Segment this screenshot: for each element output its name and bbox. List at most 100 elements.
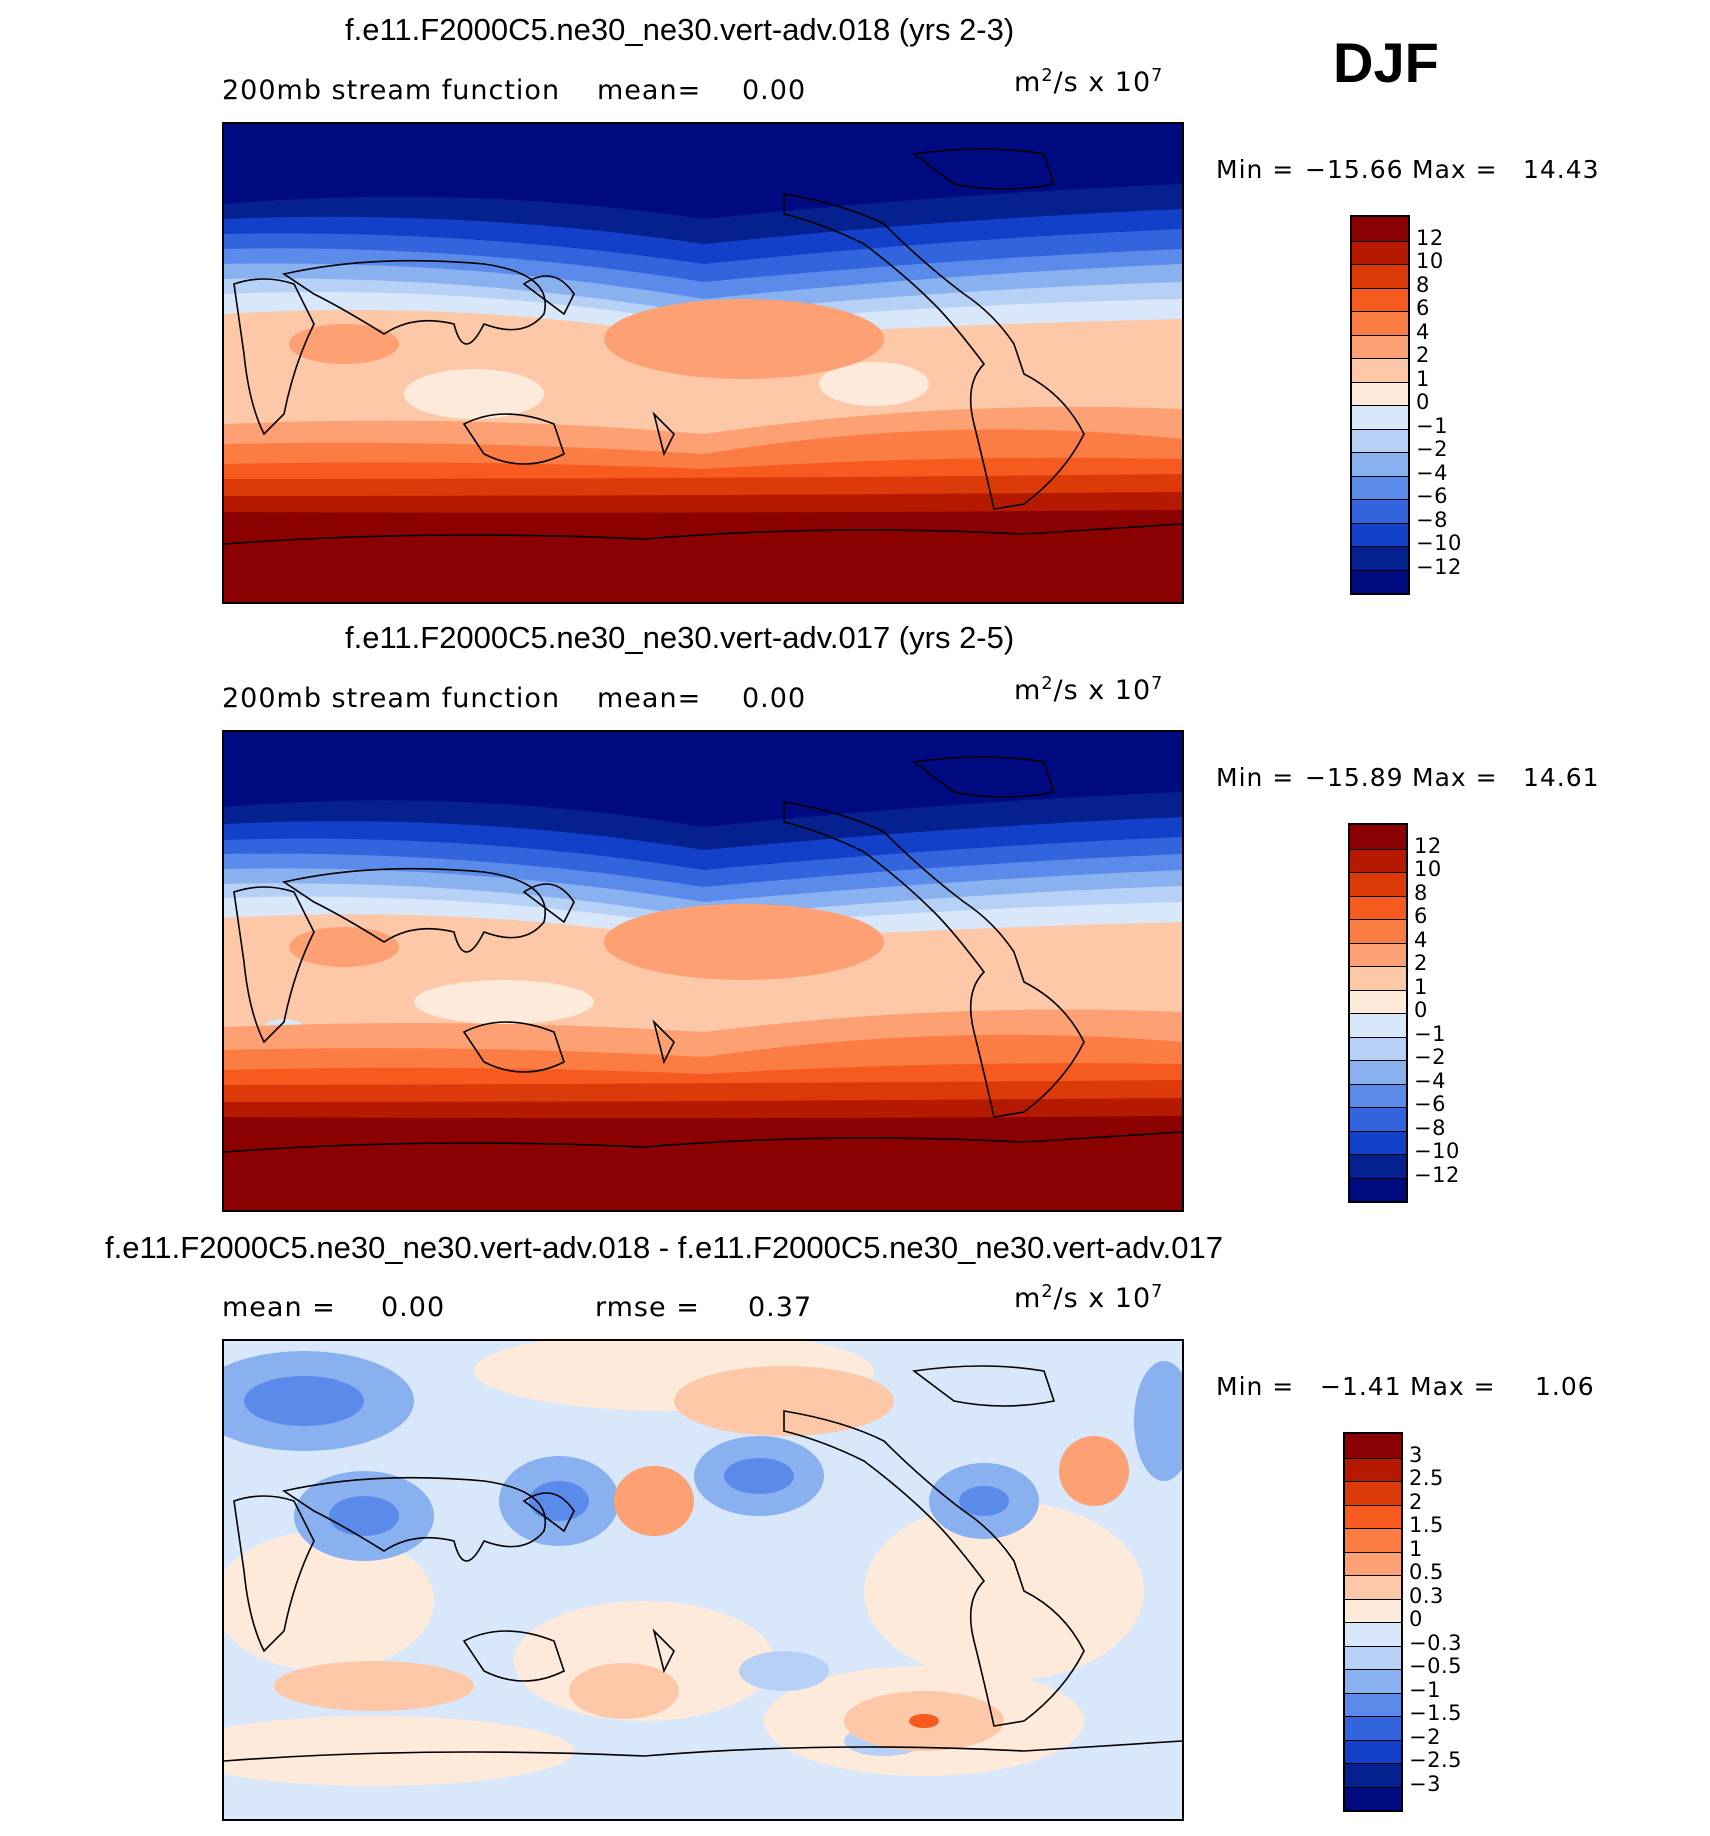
colorbar-cell [1350, 942, 1406, 966]
colorbar-cell [1352, 240, 1408, 264]
colorbar-cell [1350, 825, 1406, 849]
panel-3-blob-16 [959, 1486, 1009, 1516]
colorbar-tick-label: −8 [1414, 1115, 1446, 1140]
colorbar-tick-label: 2 [1409, 1489, 1423, 1514]
panel-2-map-svg [224, 732, 1182, 1210]
colorbar-tick-label: 0 [1414, 998, 1428, 1022]
panel-3-min-value: −1.41 [1320, 1372, 1402, 1401]
panel-3-min-label: Min = [1216, 1372, 1295, 1401]
colorbar-tick-label: −1 [1414, 1021, 1446, 1046]
colorbar-tick-label: −2 [1409, 1724, 1441, 1749]
colorbar-cell [1352, 358, 1408, 382]
panel-2-colorbar [1348, 823, 1408, 1203]
colorbar-cell [1350, 895, 1406, 919]
colorbar-cell [1350, 966, 1406, 990]
colorbar-tick-label: 0.3 [1409, 1583, 1444, 1608]
colorbar-tick-label: 0 [1409, 1607, 1423, 1631]
colorbar-tick-label: −3 [1409, 1771, 1441, 1796]
season-label: DJF [1333, 31, 1439, 94]
colorbar-cell [1352, 381, 1408, 405]
colorbar-cell [1352, 452, 1408, 476]
panel-3-title: f.e11.F2000C5.ne30_ne30.vert-adv.018 - f… [105, 1230, 1223, 1265]
panel-1-mean-value: 0.00 [742, 75, 807, 106]
colorbar-tick-label: −4 [1416, 460, 1448, 485]
colorbar-tick-label: −1 [1409, 1677, 1441, 1702]
panel-2-min-value: −15.89 [1305, 763, 1404, 792]
colorbar-cell [1352, 499, 1408, 523]
colorbar-tick-label: −12 [1416, 554, 1462, 579]
colorbar-cell [1345, 1786, 1401, 1810]
colorbar-cell [1345, 1551, 1401, 1575]
panel-2-min-label: Min = [1216, 763, 1295, 792]
colorbar-cell [1352, 405, 1408, 429]
panel-3-blob-8 [244, 1376, 364, 1426]
colorbar-cell [1345, 1716, 1401, 1740]
colorbar-tick-label: 2.5 [1409, 1466, 1444, 1490]
colorbar-cell [1352, 311, 1408, 335]
colorbar-cell [1350, 989, 1406, 1013]
colorbar-cell [1345, 1739, 1401, 1763]
panel-1-mean-label: mean= [597, 75, 702, 106]
panel-3-blob-1 [224, 1531, 434, 1671]
colorbar-tick-label: 1 [1416, 366, 1430, 391]
colorbar-cell [1345, 1457, 1401, 1481]
colorbar-tick-label: 10 [1414, 857, 1442, 881]
colorbar-cell [1350, 1107, 1406, 1131]
colorbar-tick-label: 6 [1414, 904, 1428, 928]
colorbar-tick-label: 12 [1414, 833, 1442, 858]
panel-3-blob-12 [529, 1481, 589, 1521]
colorbar-cell [1345, 1692, 1401, 1716]
panel-1-max-label: Max = [1412, 155, 1498, 184]
colorbar-cell [1350, 848, 1406, 872]
colorbar-tick-label: 2 [1416, 343, 1430, 367]
colorbar-tick-label: −10 [1416, 531, 1462, 555]
colorbar-cell [1345, 1575, 1401, 1599]
colorbar-tick-label: 10 [1416, 249, 1444, 273]
panel-2-mean-value: 0.00 [742, 683, 807, 714]
colorbar-cell [1345, 1598, 1401, 1622]
panel-2-units: m2/s x 107 [1014, 674, 1164, 706]
panel-3-units: m2/s x 107 [1014, 1282, 1164, 1314]
panel-3-rmse-label: rmse = [595, 1292, 700, 1323]
panel-2-max-value: 14.61 [1523, 763, 1600, 792]
panel-1-map-svg [224, 124, 1182, 602]
colorbar-tick-label: −10 [1414, 1139, 1460, 1163]
colorbar-tick-label: 0 [1416, 390, 1430, 414]
colorbar-cell [1345, 1763, 1401, 1787]
panel-1-blob-2 [819, 362, 929, 406]
panel-2-band-p7 [224, 1116, 1182, 1210]
colorbar-cell [1345, 1645, 1401, 1669]
colorbar-cell [1352, 546, 1408, 570]
panel-1-band-p7 [224, 510, 1182, 602]
panel-3-max-label: Max = [1410, 1372, 1496, 1401]
colorbar-tick-label: −1 [1416, 413, 1448, 438]
panel-3-blob-18 [739, 1651, 829, 1691]
panel-1-blob-1 [404, 369, 544, 419]
colorbar-tick-label: −1.5 [1409, 1701, 1462, 1725]
panel-2-map [222, 730, 1184, 1212]
colorbar-tick-label: −8 [1416, 507, 1448, 532]
colorbar-cell [1350, 1177, 1406, 1201]
panel-3-coastlines [224, 1365, 1182, 1762]
panel-3-blob-14 [724, 1458, 794, 1494]
panel-2-field-label: 200mb stream function [222, 683, 561, 714]
colorbar-tick-label: 6 [1416, 296, 1430, 320]
colorbar-cell [1345, 1669, 1401, 1693]
colorbar-cell [1352, 217, 1408, 241]
colorbar-tick-label: −2 [1414, 1045, 1446, 1069]
panel-3-mean-value: 0.00 [381, 1292, 446, 1323]
panel-3-blob-24 [569, 1663, 679, 1719]
panel-1-blob-3 [289, 324, 399, 364]
colorbar-cell [1352, 428, 1408, 452]
panel-3-blob-22 [1059, 1436, 1129, 1506]
panel-3-blob-5 [224, 1716, 574, 1786]
panel-1-blob-4 [604, 299, 884, 379]
colorbar-cell [1350, 1154, 1406, 1178]
panel-1-min-value: −15.66 [1305, 155, 1404, 184]
colorbar-cell [1350, 1013, 1406, 1037]
colorbar-tick-label: 4 [1416, 319, 1430, 344]
panel-2-coastlines [224, 756, 1182, 1153]
panel-3-colorbar [1343, 1432, 1403, 1812]
panel-2-blob-4 [604, 904, 884, 980]
colorbar-cell [1345, 1528, 1401, 1552]
